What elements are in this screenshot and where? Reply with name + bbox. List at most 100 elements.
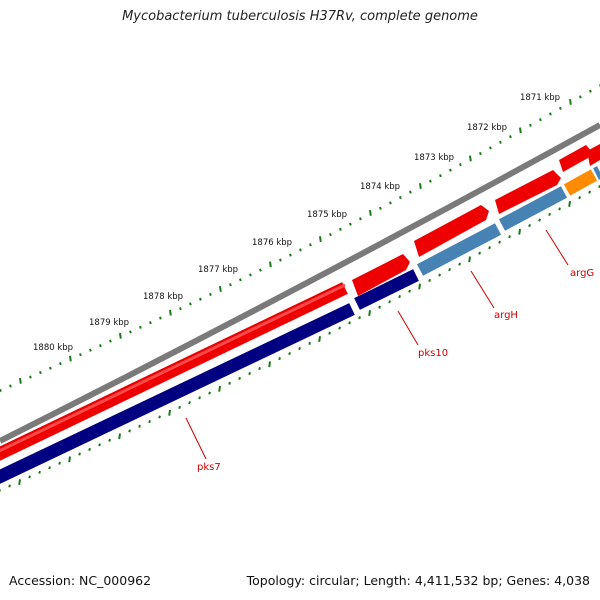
major-tick <box>268 361 271 368</box>
minor-tick <box>379 206 382 210</box>
minor-tick <box>408 289 411 293</box>
minor-tick <box>38 470 41 474</box>
genome-summary-text: Topology: circular; Length: 4,411,532 bp… <box>246 573 590 588</box>
gene-label-argG[interactable]: argG <box>570 268 594 279</box>
map-title: Mycobacterium tuberculosis H37Rv, comple… <box>122 9 478 24</box>
leader-line-pks10 <box>397 310 419 346</box>
minor-tick <box>158 415 161 419</box>
kbp-label-1874: 1874 kbp <box>360 182 400 192</box>
kbp-label-1872: 1872 kbp <box>467 123 507 133</box>
minor-tick <box>508 235 511 239</box>
minor-tick <box>308 341 311 346</box>
minor-tick <box>229 283 232 287</box>
leader-line-argH <box>470 270 495 309</box>
minor-tick <box>109 339 112 343</box>
minor-tick <box>359 217 362 221</box>
gene-bar-argG[interactable] <box>498 186 568 231</box>
minor-tick <box>389 201 392 205</box>
major-tick <box>118 433 121 440</box>
kbp-label-1877: 1877 kbp <box>198 265 238 275</box>
gene-bar-pks7-reverse[interactable] <box>0 303 355 484</box>
major-tick <box>368 310 371 317</box>
major-tick <box>219 285 222 292</box>
minor-tick <box>578 196 581 200</box>
minor-tick <box>479 151 482 156</box>
kbp-label-1876: 1876 kbp <box>252 238 292 248</box>
gene-bar-pks10[interactable] <box>354 269 419 310</box>
gene-arrow-head-3[interactable] <box>495 170 561 214</box>
minor-tick <box>8 484 11 488</box>
minor-tick <box>339 227 342 231</box>
minor-tick <box>559 106 562 110</box>
minor-tick <box>108 438 111 442</box>
minor-tick <box>128 429 131 433</box>
minor-tick <box>439 174 442 178</box>
gene-label-argH[interactable]: argH <box>494 310 518 321</box>
major-tick <box>469 155 472 162</box>
gene-label-pks10[interactable]: pks10 <box>418 348 448 359</box>
minor-tick <box>239 278 242 282</box>
minor-tick <box>509 135 512 139</box>
minor-tick <box>538 218 541 222</box>
minor-tick <box>309 243 312 247</box>
minor-tick <box>199 297 202 301</box>
minor-tick <box>298 346 301 351</box>
gene-bar-edge[interactable] <box>593 166 600 180</box>
minor-tick <box>278 357 281 361</box>
leader-line-argG <box>545 229 569 266</box>
outer-tick-track <box>0 84 600 392</box>
minor-tick <box>589 89 592 93</box>
minor-tick <box>399 195 402 200</box>
minor-tick <box>78 452 81 456</box>
minor-tick <box>28 475 31 479</box>
kbp-label-1879: 1879 kbp <box>89 318 129 328</box>
minor-tick <box>558 207 561 211</box>
major-tick <box>68 456 71 463</box>
major-tick <box>318 336 321 342</box>
minor-tick <box>349 222 352 226</box>
gene-bar-argH[interactable] <box>416 223 502 276</box>
major-tick <box>468 256 471 263</box>
minor-tick <box>348 321 351 325</box>
accession-text: Accession: NC_000962 <box>9 573 152 588</box>
minor-tick <box>549 112 552 116</box>
minor-tick <box>338 326 341 330</box>
minor-tick <box>498 240 501 244</box>
minor-tick <box>438 273 441 277</box>
major-tick <box>319 236 322 243</box>
minor-tick <box>279 258 282 262</box>
minor-tick <box>129 330 132 334</box>
major-tick <box>569 98 572 105</box>
minor-tick <box>208 391 211 395</box>
forward-strand-track <box>0 144 600 461</box>
minor-tick <box>39 371 42 375</box>
gene-label-pks7[interactable]: pks7 <box>197 462 221 473</box>
minor-tick <box>429 179 432 183</box>
gene-arrow-head-1[interactable] <box>352 254 410 296</box>
minor-tick <box>48 466 51 470</box>
major-tick <box>119 332 122 339</box>
gene-arrow-pks7-forward[interactable] <box>0 282 348 461</box>
minor-tick <box>188 401 191 405</box>
gene-arrow-head-2[interactable] <box>414 205 489 257</box>
gene-arrow-head-4[interactable] <box>559 145 592 172</box>
gene-arrow-head-5[interactable] <box>587 144 600 166</box>
minor-tick <box>258 367 261 371</box>
minor-tick <box>238 376 241 381</box>
kbp-scale-labels: 1871 kbp 1872 kbp 1873 kbp 1874 kbp 1875… <box>33 93 560 353</box>
minor-tick <box>458 262 461 266</box>
kbp-label-1871: 1871 kbp <box>520 93 560 103</box>
minor-tick <box>409 190 412 194</box>
minor-tick <box>49 366 52 370</box>
minor-tick <box>329 232 332 237</box>
minor-tick <box>579 95 582 99</box>
minor-tick <box>288 352 291 356</box>
major-tick <box>18 479 21 486</box>
minor-tick <box>148 420 151 424</box>
major-tick <box>519 127 522 134</box>
gene-bar-accent[interactable] <box>563 169 598 196</box>
minor-tick <box>209 292 212 296</box>
minor-tick <box>79 353 82 357</box>
major-tick <box>218 385 221 392</box>
